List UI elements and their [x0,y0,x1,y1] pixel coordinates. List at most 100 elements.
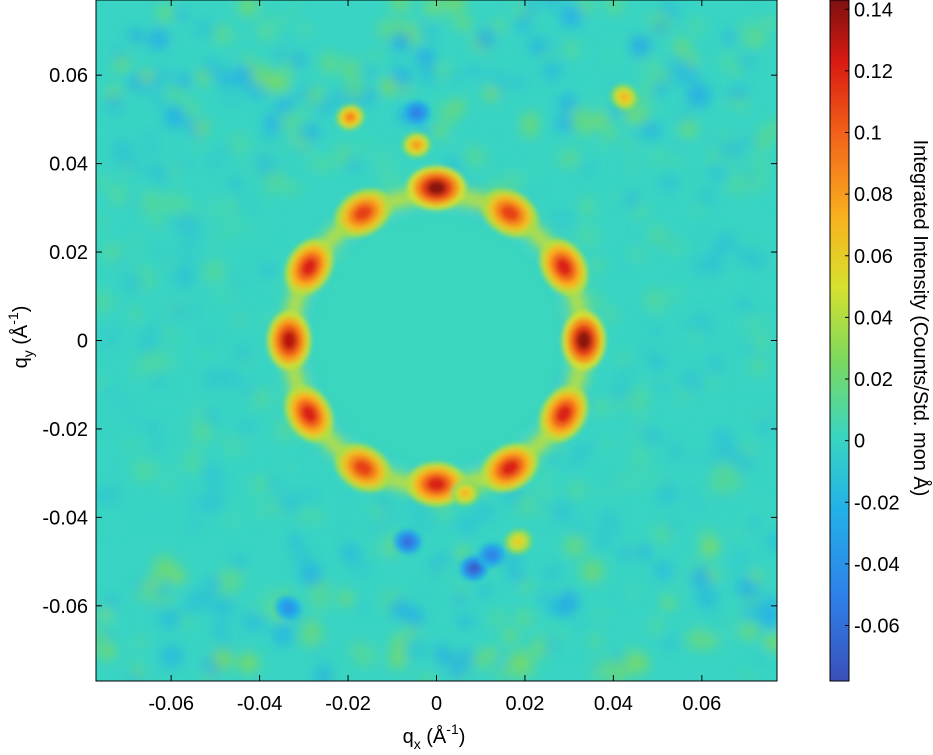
noise-blob [679,368,704,393]
noise-blob [149,240,168,259]
noise-blob [237,499,262,523]
noise-blob [489,610,506,627]
noise-blob [96,327,119,350]
colorbar-tick-label: 0.04 [854,307,893,329]
noise-blob [663,441,685,462]
noise-blob [432,124,446,139]
noise-blob [175,8,187,20]
noise-blob [553,641,568,656]
noise-blob [691,220,712,241]
noise-blob [277,493,297,514]
peak-marker [610,84,638,111]
colorbar: -0.06 -0.04 -0.02 0 0.02 0.04 0.06 0.08 0.1 0.12 0… [829,0,932,682]
noise-blob [705,361,716,372]
noise-blob [520,580,532,592]
y-tick-label: 0 [77,331,88,353]
noise-blob [173,264,197,288]
noise-blob [679,317,696,334]
diffraction-ring [283,187,590,494]
noise-blob [738,52,758,72]
x-axis-label-sub: x [414,736,421,752]
noise-blob [233,314,245,326]
noise-blob [129,233,146,250]
dip-marker-level [284,603,293,613]
noise-blob [386,500,405,519]
noise-blob [202,259,226,283]
noise-blob [667,62,691,86]
noise-blob [564,42,579,57]
noise-blob [419,585,433,600]
noise-blob [198,328,215,346]
noise-blob [682,485,699,502]
y-axis-ticks: -0.06 -0.04 -0.02 0 0.02 0.04 0.06 [42,65,777,618]
noise-blob [654,561,672,580]
noise-blob [629,447,653,471]
noise-blob [503,629,518,643]
noise-blob [706,568,720,581]
colorbar-tick-label: -0.06 [854,616,900,638]
noise-blob [140,327,161,348]
noise-blob [256,504,269,516]
noise-blob [171,31,186,46]
noise-blob [467,64,480,77]
dip-marker [274,595,303,621]
noise-blob [717,272,735,290]
noise-blob [604,0,626,15]
noise-blob [192,138,204,151]
noise-blob [175,72,193,90]
noise-blob [549,451,563,465]
x-tick-label: -0.02 [325,693,371,715]
noise-blob [715,128,726,139]
noise-blob [642,121,661,140]
noise-blob [248,331,272,356]
noise-blob [96,418,106,431]
peak-marker-level [620,93,629,102]
noise-blob [484,124,508,148]
noise-blob [563,209,576,222]
noise-blob [119,138,130,149]
noise-blob [625,582,642,599]
noise-blob [765,532,777,551]
noise-blob [104,596,117,610]
noise-blob [420,673,434,681]
colorbar-tick-label: -0.04 [854,554,900,576]
peak-marker-level [500,205,519,221]
noise-blob [523,0,540,14]
ring-interior [312,216,561,465]
noise-blob [291,88,308,106]
noise-blob [443,0,467,14]
noise-blob [203,197,226,221]
noise-blob [711,611,729,629]
noise-blob [732,94,750,112]
noise-blob [179,614,194,628]
peak-marker [336,104,365,130]
noise-blob [675,578,687,590]
noise-blob [168,302,186,320]
noise-blob [559,147,581,169]
noise-blob [232,30,246,44]
colorbar-label: Integrated Intensity (Counts/Std. mon Å) [909,140,932,497]
noise-blob [212,621,230,639]
noise-blob [313,156,331,173]
noise-blob [272,623,295,646]
noise-blob [438,664,453,679]
peak-marker-level [282,331,297,350]
noise-blob [627,389,649,411]
noise-blob [756,522,769,535]
peak-marker-level [301,258,317,277]
x-axis-label-base: q [403,726,414,748]
noise-blob [289,107,310,128]
noise-blob [160,254,172,267]
dip-marker-level [487,550,497,560]
noise-blob [678,119,698,139]
noise-blob [113,55,130,72]
noise-blob [293,146,304,157]
noise-blob [106,522,121,536]
x-tick-label: 0 [431,693,442,715]
noise-blob [641,55,658,72]
y-tick-label: 0.04 [49,154,88,176]
noise-blob [550,137,563,150]
noise-blob [477,584,493,599]
noise-blob [286,2,299,15]
